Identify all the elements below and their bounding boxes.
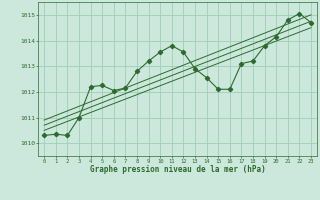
X-axis label: Graphe pression niveau de la mer (hPa): Graphe pression niveau de la mer (hPa) xyxy=(90,165,266,174)
